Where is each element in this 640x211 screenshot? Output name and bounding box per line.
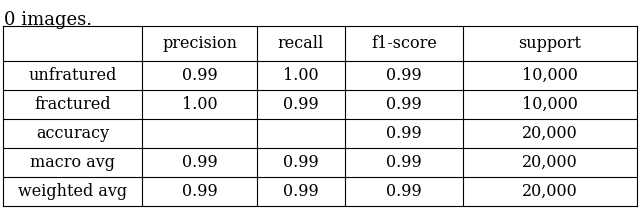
Text: 0.99: 0.99 <box>283 96 319 113</box>
Text: 0.99: 0.99 <box>386 96 422 113</box>
Text: 10,000: 10,000 <box>522 96 578 113</box>
Text: 20,000: 20,000 <box>522 125 578 142</box>
Text: f1-score: f1-score <box>371 35 437 52</box>
Text: 0.99: 0.99 <box>182 154 218 171</box>
Text: 0.99: 0.99 <box>386 125 422 142</box>
Text: 0.99: 0.99 <box>182 183 218 200</box>
Text: 0.99: 0.99 <box>386 183 422 200</box>
Text: 1.00: 1.00 <box>283 67 319 84</box>
Text: 0.99: 0.99 <box>182 67 218 84</box>
Text: accuracy: accuracy <box>36 125 109 142</box>
Text: macro avg: macro avg <box>30 154 115 171</box>
Text: 20,000: 20,000 <box>522 183 578 200</box>
Text: 0 images.: 0 images. <box>4 11 92 29</box>
Text: precision: precision <box>162 35 237 52</box>
Text: unfratured: unfratured <box>29 67 117 84</box>
Text: support: support <box>518 35 581 52</box>
Text: 0.99: 0.99 <box>386 154 422 171</box>
Text: 0.99: 0.99 <box>283 183 319 200</box>
Text: recall: recall <box>278 35 324 52</box>
Text: 0.99: 0.99 <box>386 67 422 84</box>
Text: 20,000: 20,000 <box>522 154 578 171</box>
Text: fractured: fractured <box>35 96 111 113</box>
Text: weighted avg: weighted avg <box>18 183 127 200</box>
Text: 10,000: 10,000 <box>522 67 578 84</box>
Text: 0.99: 0.99 <box>283 154 319 171</box>
Text: 1.00: 1.00 <box>182 96 218 113</box>
